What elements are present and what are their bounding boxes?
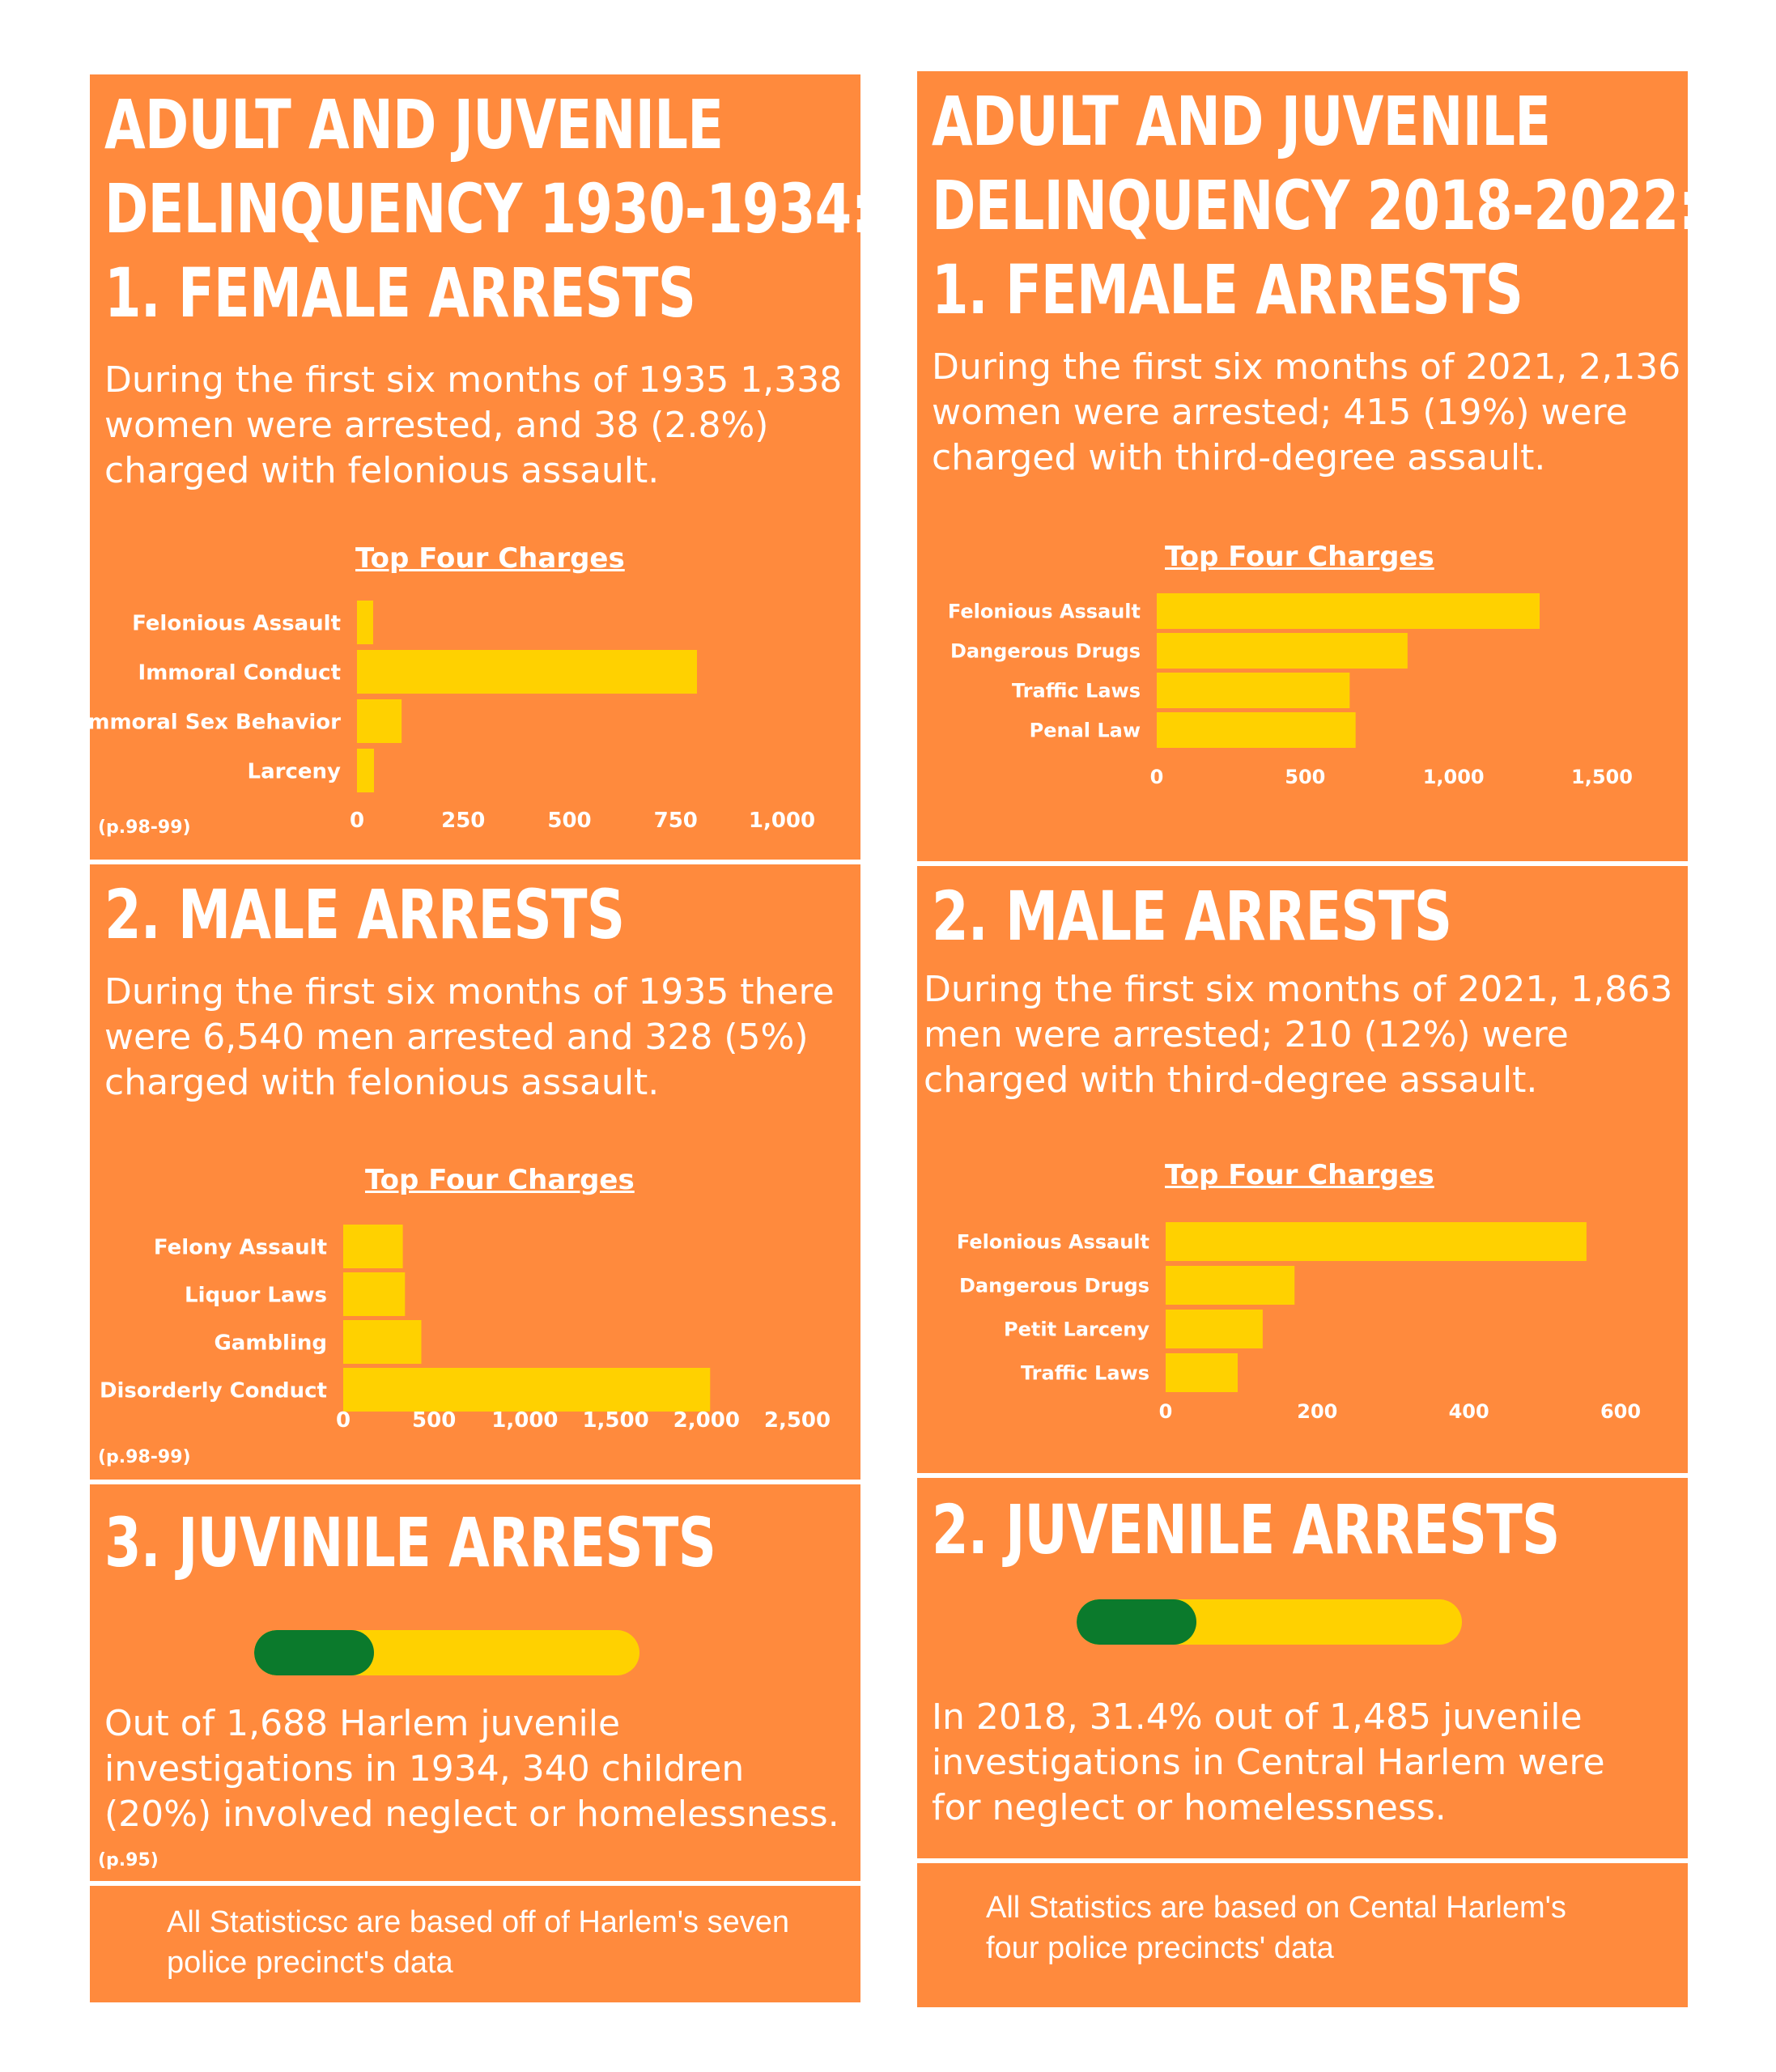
category-label: Larceny [248, 759, 341, 783]
juvenile-arrests-panel-1934: 3. JUVINILE ARRESTS Out of 1,688 Harlem … [90, 1484, 860, 1881]
tick-label: 1,500 [1571, 766, 1633, 788]
bar [343, 1320, 422, 1364]
category-label: Immoral Sex Behavior [90, 710, 341, 734]
juvenile-progress-fill [1077, 1599, 1196, 1645]
female-charges-chart-2018: Felonious Assault Dangerous Drugs Traffic … [948, 593, 1633, 788]
juvenile-progress-bar [1077, 1599, 1462, 1645]
tick-label: 2,500 [764, 1408, 831, 1433]
category-label: Felonious Assault [957, 1231, 1149, 1254]
category-label: Penal Law [1030, 720, 1141, 742]
female-summary-text: During the first six months of 1935 1,33… [104, 359, 843, 491]
bar [343, 1225, 403, 1268]
tick-label: 200 [1297, 1400, 1337, 1423]
left-column: ADULT AND JUVENILE DELINQUENCY 1930-1934… [90, 74, 860, 2007]
footer-panel-left: All Statisticsc are based off of Harlem'… [90, 1886, 860, 2002]
bar [343, 1272, 406, 1316]
male-summary-text: During the first six months of 1935 ther… [104, 971, 835, 1103]
bar [1157, 673, 1350, 708]
footer-note: All Statisticsc are based off of Harlem'… [167, 1905, 789, 1980]
female-arrests-panel-2018: ADULT AND JUVENILE DELINQUENCY 2018-2022… [917, 71, 1688, 861]
panel-title: 2. MALE ARRESTS [104, 875, 625, 954]
panel-title: 2. JUVENILE ARRESTS [932, 1490, 1560, 1569]
category-label: Dangerous Drugs [959, 1275, 1149, 1297]
footer-note: All Statistics are based on Cental Harle… [986, 1891, 1566, 1965]
category-label: Disorderly Conduct [100, 1378, 327, 1403]
category-label: Traffic Laws [1021, 1362, 1149, 1385]
bar [357, 601, 373, 644]
category-label: Petit Larceny [1004, 1318, 1149, 1341]
bar [1157, 633, 1408, 669]
juvenile-progress-fill [254, 1630, 374, 1675]
bar [357, 699, 402, 743]
chart-title: Top Four Charges [355, 542, 625, 575]
tick-label: 1,500 [582, 1408, 648, 1433]
chart-title: Top Four Charges [1165, 1159, 1434, 1191]
right-column: ADULT AND JUVENILE DELINQUENCY 2018-2022… [917, 71, 1688, 2012]
panel-title: 3. JUVINILE ARRESTS [104, 1503, 716, 1582]
panel-title-line3: 1. FEMALE ARRESTS [104, 253, 696, 333]
category-label: Dangerous Drugs [950, 640, 1141, 663]
tick-label: 1,000 [1423, 766, 1485, 788]
tick-label: 500 [412, 1408, 456, 1433]
tick-label: 0 [1159, 1400, 1173, 1423]
panel-title-line3: 1. FEMALE ARRESTS [932, 250, 1523, 329]
category-label: Gambling [214, 1331, 327, 1355]
footer-panel-right: All Statistics are based on Cental Harle… [917, 1863, 1688, 2007]
page-reference: (p.98-99) [98, 1447, 191, 1467]
panel-title-line2: DELINQUENCY 1930-1934: [104, 169, 860, 248]
tick-label: 500 [1285, 766, 1325, 788]
male-arrests-panel-1930: 2. MALE ARRESTS During the first six mon… [90, 864, 860, 1480]
bar [1166, 1222, 1587, 1261]
page-reference: (p.95) [98, 1850, 159, 1870]
bar [343, 1368, 711, 1412]
female-arrests-panel-1930: ADULT AND JUVENILE DELINQUENCY 1930-1934… [90, 74, 860, 860]
bar [1166, 1266, 1295, 1305]
tick-label: 500 [547, 809, 591, 833]
category-label: Immoral Conduct [138, 660, 341, 685]
chart-title: Top Four Charges [1165, 541, 1434, 573]
category-label: Felonious Assault [948, 601, 1141, 623]
category-label: Felony Assault [154, 1235, 327, 1259]
male-summary-text: During the first six months of 2021, 1,8… [924, 969, 1673, 1101]
tick-label: 1,000 [491, 1408, 558, 1433]
category-label: Liquor Laws [185, 1283, 327, 1307]
juvenile-arrests-panel-2018: 2. JUVENILE ARRESTS In 2018, 31.4% out o… [917, 1478, 1688, 1858]
bar [357, 650, 697, 694]
tick-label: 1,000 [749, 809, 815, 833]
bar [1157, 712, 1356, 748]
tick-label: 600 [1600, 1400, 1641, 1423]
page-reference: (p.98-99) [98, 817, 191, 838]
tick-label: 0 [350, 809, 364, 833]
juvenile-progress-bar [254, 1630, 639, 1675]
juvenile-summary-text: In 2018, 31.4% out of 1,485 juvenile inv… [932, 1696, 1605, 1828]
category-label: Traffic Laws [1012, 680, 1141, 703]
panel-title-line1: ADULT AND JUVENILE [104, 85, 724, 164]
bar [357, 749, 374, 792]
tick-label: 0 [336, 1408, 351, 1433]
panel-title-line1: ADULT AND JUVENILE [932, 82, 1551, 161]
category-label: Felonious Assault [132, 611, 341, 635]
female-charges-chart-1930: Felonious Assault Immoral Conduct Immoral … [90, 601, 815, 833]
tick-label: 750 [654, 809, 698, 833]
bar [1166, 1310, 1263, 1348]
tick-label: 250 [441, 809, 485, 833]
tick-label: 2,000 [673, 1408, 740, 1433]
male-charges-chart-2018: Felonious Assault Dangerous Drugs Petit La… [957, 1222, 1641, 1423]
juvenile-summary-text: Out of 1,688 Harlem juvenile investigati… [104, 1703, 839, 1835]
chart-title: Top Four Charges [365, 1164, 635, 1196]
panel-title-line2: DELINQUENCY 2018-2022: [932, 166, 1688, 245]
tick-label: 0 [1150, 766, 1164, 788]
bar [1166, 1353, 1238, 1392]
female-summary-text: During the first six months of 2021, 2,1… [932, 346, 1681, 478]
tick-label: 400 [1449, 1400, 1489, 1423]
male-charges-chart-1930: Felony Assault Liquor Laws Gambling Disorde… [100, 1225, 831, 1433]
male-arrests-panel-2018: 2. MALE ARRESTS During the first six mon… [917, 866, 1688, 1473]
panel-title: 2. MALE ARRESTS [932, 877, 1452, 956]
bar [1157, 593, 1540, 629]
